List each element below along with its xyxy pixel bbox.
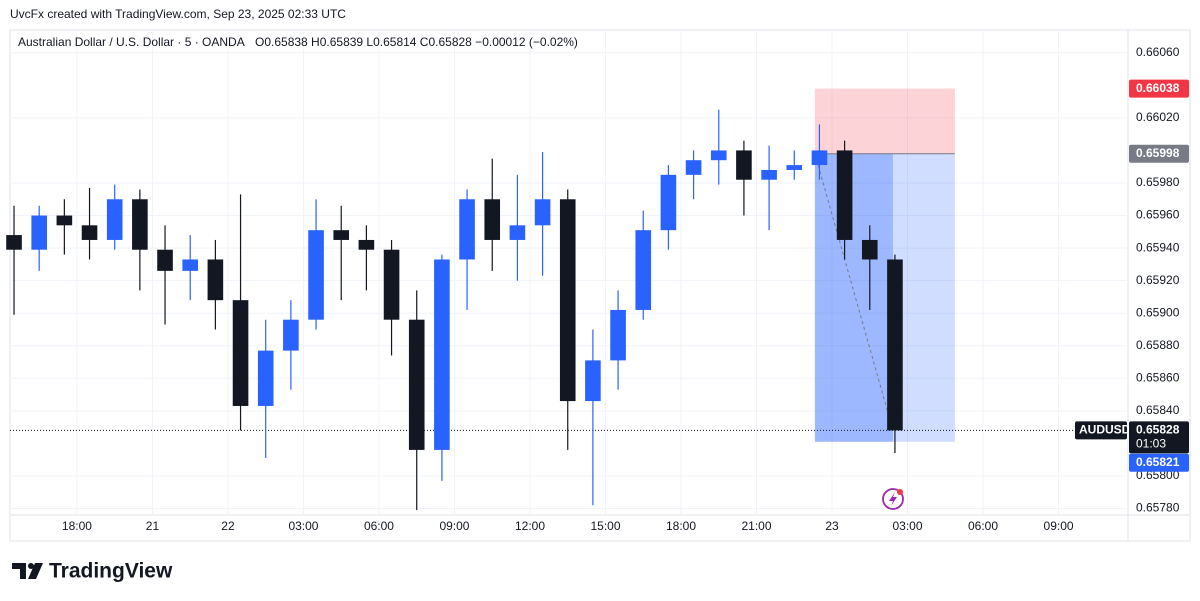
candle-body <box>6 235 22 250</box>
x-tick-label: 23 <box>825 519 839 533</box>
symbol-tag: AUDUSD <box>1079 423 1131 437</box>
x-tick-label: 12:00 <box>515 519 545 533</box>
x-tick-label: 21 <box>146 519 160 533</box>
stop-label-bg <box>1129 79 1189 98</box>
candle-body <box>434 259 450 450</box>
candle-body <box>509 225 526 240</box>
x-tick-label: 18:00 <box>62 519 92 533</box>
candles <box>6 109 903 511</box>
candle-body <box>887 259 903 431</box>
brand-logo: TradingView <box>12 560 173 583</box>
target-zone-elapsed <box>814 153 893 442</box>
candle-body <box>408 319 425 450</box>
candle-body <box>31 215 47 250</box>
ohlc-legend: O0.65838 H0.65839 L0.65814 C0.65828 −0.0… <box>255 35 578 49</box>
logo-mark <box>12 563 26 579</box>
candle-body <box>207 259 224 301</box>
candle-body <box>534 199 551 226</box>
x-tick-label: 22 <box>221 519 235 533</box>
entry-label-bg <box>1129 144 1189 163</box>
y-tick-label: 0.65860 <box>1136 370 1180 384</box>
candle-body <box>383 249 400 320</box>
x-tick-label: 03:00 <box>288 519 318 533</box>
last-price-bg <box>1129 421 1189 454</box>
candle-body <box>257 350 274 406</box>
candle-body <box>585 360 601 402</box>
alert-bolt[interactable] <box>889 492 897 506</box>
y-tick-label: 0.66020 <box>1136 110 1180 124</box>
alert-circle[interactable] <box>882 488 904 510</box>
stop-label: 0.66038 <box>1136 81 1180 95</box>
candle-body <box>484 199 501 240</box>
y-tick-label: 0.66060 <box>1136 45 1180 59</box>
frame <box>9 29 1191 542</box>
y-tick-label: 0.65880 <box>1136 338 1180 352</box>
alert-dot[interactable] <box>897 489 903 495</box>
x-tick-label: 21:00 <box>741 519 771 533</box>
candle-body <box>710 150 727 161</box>
target-label-bg <box>1129 453 1189 472</box>
y-tick-label: 0.65960 <box>1136 208 1180 222</box>
symbol-tag-bg <box>1075 421 1127 440</box>
candle-body <box>861 239 878 260</box>
y-tick-label: 0.65780 <box>1136 501 1180 515</box>
candle-body <box>660 174 677 231</box>
candle-body <box>81 225 98 240</box>
candle-body <box>106 199 123 240</box>
y-tick-label: 0.65840 <box>1136 403 1180 417</box>
candle-body <box>459 199 475 260</box>
y-tick-label: 0.65980 <box>1136 175 1180 189</box>
candle-body <box>56 215 73 226</box>
logo-dot <box>28 563 34 569</box>
last-price-label: 0.65828 <box>1136 423 1180 437</box>
candle-body <box>736 150 752 180</box>
labels: 0.66060 0.66020 0.65980 0.65960 0.65940 0.659… <box>62 45 1189 533</box>
countdown-label: 01:03 <box>1136 437 1166 451</box>
y-tick-label: 0.65940 <box>1136 240 1180 254</box>
candle-body <box>283 319 299 351</box>
x-tick-label: 03:00 <box>893 519 923 533</box>
candle-body <box>132 199 148 250</box>
y-tick-label: 0.65920 <box>1136 273 1180 287</box>
x-tick-label: 09:00 <box>1044 519 1074 533</box>
candle-body <box>333 230 350 240</box>
symbol-title: Australian Dollar / U.S. Dollar · 5 · OA… <box>18 35 245 49</box>
candle-body <box>811 150 828 166</box>
stop-zone <box>814 88 955 154</box>
candle-body <box>761 169 777 180</box>
attribution: UvcFx created with TradingView.com, Sep … <box>10 7 346 21</box>
candle-body <box>232 300 249 406</box>
candle-body <box>308 230 324 320</box>
y-tick-label: 0.65900 <box>1136 305 1180 319</box>
candle-body <box>786 165 803 170</box>
entry-label: 0.65998 <box>1136 146 1180 160</box>
candle-body <box>610 309 626 361</box>
candle-body <box>836 150 853 240</box>
candle-body <box>182 259 199 271</box>
x-tick-label: 15:00 <box>590 519 620 533</box>
x-tick-label: 18:00 <box>666 519 696 533</box>
alert-icon[interactable] <box>882 488 904 510</box>
grid <box>10 30 1128 515</box>
x-tick-label: 09:00 <box>439 519 469 533</box>
logo-slash <box>28 563 43 579</box>
candle-body <box>559 199 576 402</box>
brand-name: TradingView <box>49 560 173 583</box>
candle-body <box>358 239 375 250</box>
candle-body <box>635 230 652 310</box>
candle-body <box>685 160 702 175</box>
target-label: 0.65821 <box>1136 455 1180 469</box>
x-tick-label: 06:00 <box>364 519 394 533</box>
x-tick-label: 06:00 <box>968 519 998 533</box>
candle-body <box>157 249 173 271</box>
